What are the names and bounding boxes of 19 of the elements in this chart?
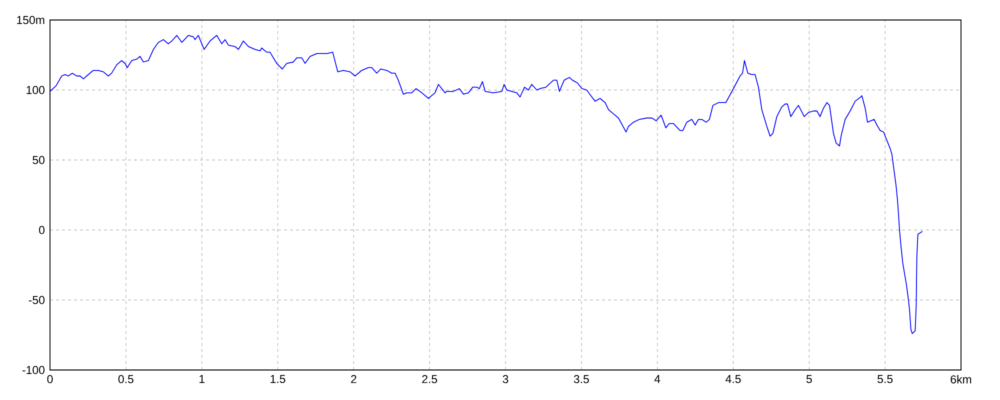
- y-tick-label: 150m: [17, 16, 44, 24]
- x-tick-label: 5.5: [878, 375, 893, 384]
- x-tick-label: 4: [654, 375, 660, 383]
- x-tick-label: 3: [502, 375, 508, 384]
- x-tick-label: 4.5: [726, 375, 741, 384]
- x-tick-label: 1.5: [270, 375, 286, 384]
- y-tick-label: 50: [32, 156, 45, 164]
- x-tick-label: 2: [351, 375, 356, 384]
- x-tick-label: 5: [806, 375, 812, 384]
- x-tick-label: 6km: [950, 375, 972, 384]
- y-tick-label: -100: [22, 366, 45, 374]
- y-tick-label: -50: [28, 296, 45, 304]
- x-tick-label: 2.5: [422, 375, 438, 384]
- y-tick-label: 100: [26, 86, 45, 94]
- y-tick-label: 0: [39, 226, 45, 234]
- x-tick-label: 0.5: [118, 375, 134, 384]
- x-tick-label: 1: [200, 375, 204, 383]
- x-tick-label: 3.5: [574, 375, 589, 384]
- x-tick-label: 0: [47, 375, 53, 384]
